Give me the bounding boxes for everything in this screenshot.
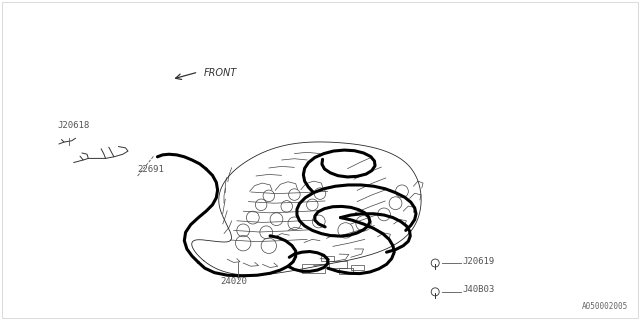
Text: J20619: J20619 [462,257,494,266]
Bar [339,268,353,274]
Bar [303,264,325,273]
Text: 22691: 22691 [138,165,164,174]
Text: A050002005: A050002005 [582,302,628,311]
Text: FRONT: FRONT [204,68,237,78]
Bar [321,256,334,261]
Text: J20618: J20618 [58,121,90,130]
Bar [329,261,347,268]
Bar [351,265,364,270]
Text: 24020: 24020 [221,277,248,286]
Text: J40B03: J40B03 [462,285,494,294]
